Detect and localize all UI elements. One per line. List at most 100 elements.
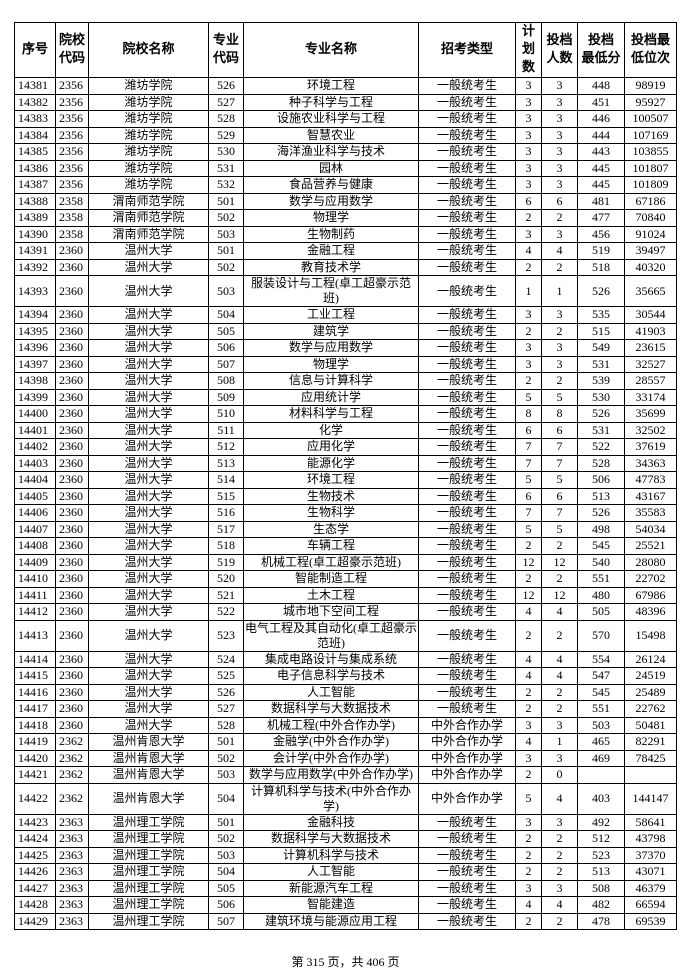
table-cell: 温州理工学院: [88, 896, 209, 914]
table-row: 14412 2360 温州大学 522 城市地下空间工程 一般统考生 4 4 505 48396: [14, 603, 677, 621]
table-cell: 3: [541, 93, 578, 111]
table-cell: 园林: [243, 159, 419, 177]
table-cell: 517: [208, 520, 244, 538]
table-cell: 环境工程: [243, 471, 419, 489]
table-cell: 2362: [55, 782, 89, 815]
table-cell: 23615: [624, 339, 677, 357]
table-cell: 532: [208, 176, 244, 194]
table-cell: 温州理工学院: [88, 846, 209, 864]
table-cell: 2360: [55, 322, 89, 340]
table-cell: 14422: [14, 782, 56, 815]
table-cell: 2: [515, 700, 542, 718]
table-cell: 2363: [55, 863, 89, 881]
table-cell: 一般统考生: [418, 454, 516, 472]
header-text: 投档最: [630, 33, 670, 48]
table-cell: 482: [577, 896, 625, 914]
table-cell: 3: [515, 225, 542, 243]
table-cell: 2356: [55, 77, 89, 95]
table-cell: 515: [577, 322, 625, 340]
table-cell: 0: [541, 766, 578, 784]
table-cell: 503: [208, 275, 244, 307]
table-cell: 14428: [14, 896, 56, 914]
table-cell: 潍坊学院: [88, 77, 209, 95]
table-cell: 温州大学: [88, 504, 209, 522]
table-cell: 14390: [14, 225, 56, 243]
header-cell: 院校 代码: [55, 22, 89, 78]
table-cell: 526: [577, 504, 625, 522]
table-cell: 12: [541, 553, 578, 571]
table-cell: 3: [515, 110, 542, 128]
table-cell: 2: [541, 863, 578, 881]
table-cell: 14408: [14, 537, 56, 555]
table-cell: 14404: [14, 471, 56, 489]
table-cell: 506: [577, 471, 625, 489]
table-cell: 14400: [14, 405, 56, 423]
table-cell: 温州理工学院: [88, 863, 209, 881]
table-cell: 531: [577, 355, 625, 373]
table-cell: 78425: [624, 749, 677, 767]
table-cell: 数据科学与大数据技术: [243, 830, 419, 848]
header-cell: 院校名称: [88, 22, 209, 78]
table-cell: 35665: [624, 275, 677, 307]
table-cell: 潍坊学院: [88, 93, 209, 111]
table-cell: 金融学(中外合作办学): [243, 733, 419, 751]
table-cell: 温州大学: [88, 258, 209, 276]
table-cell: 4: [541, 667, 578, 685]
table-cell: 12: [515, 553, 542, 571]
table-row: 14428 2363 温州理工学院 506 智能建造 一般统考生 4 4 482 66594: [14, 896, 677, 914]
table-cell: 3: [515, 176, 542, 194]
table-cell: 14411: [14, 586, 56, 604]
table-cell: 14396: [14, 339, 56, 357]
table-cell: 3: [515, 159, 542, 177]
table-cell: 14392: [14, 258, 56, 276]
table-cell: 材料科学与工程: [243, 405, 419, 423]
table-cell: 505: [577, 603, 625, 621]
table-row: 14384 2356 潍坊学院 529 智慧农业 一般统考生 3 3 444 107169: [14, 126, 677, 144]
table-cell: 14397: [14, 355, 56, 373]
table-row: 14382 2356 潍坊学院 527 种子科学与工程 一般统考生 3 3 451 95927: [14, 93, 677, 111]
table-cell: 6: [541, 487, 578, 505]
table-cell: 518: [208, 537, 244, 555]
table-cell: 43167: [624, 487, 677, 505]
table-cell: 14393: [14, 275, 56, 307]
table-cell: 570: [577, 619, 625, 652]
table-row: 14396 2360 温州大学 506 数学与应用数学 一般统考生 3 3 549 23615: [14, 339, 677, 357]
table-cell: 2360: [55, 570, 89, 588]
table-cell: 508: [577, 879, 625, 897]
table-cell: 511: [208, 421, 244, 439]
table-cell: 中外合作办学: [418, 716, 516, 734]
header-text: 低位次: [630, 51, 670, 66]
table-cell: 519: [208, 553, 244, 571]
table-cell: 3: [541, 879, 578, 897]
table-cell: 一般统考生: [418, 126, 516, 144]
table-cell: 47783: [624, 471, 677, 489]
table-cell: 456: [577, 225, 625, 243]
table-cell: 数据科学与大数据技术: [243, 700, 419, 718]
table-cell: 43798: [624, 830, 677, 848]
table-cell: 498: [577, 520, 625, 538]
table-cell: 2: [541, 322, 578, 340]
table-cell: 505: [208, 879, 244, 897]
table-cell: 540: [577, 553, 625, 571]
table-cell: 39497: [624, 242, 677, 260]
table-cell: 2360: [55, 650, 89, 668]
table-row: 14389 2358 渭南师范学院 502 物理学 一般统考生 2 2 477 70840: [14, 209, 677, 227]
table-cell: 58641: [624, 813, 677, 831]
table-cell: 525: [208, 667, 244, 685]
table-cell: 温州大学: [88, 650, 209, 668]
table-cell: 3: [541, 110, 578, 128]
table-row: 14425 2363 温州理工学院 503 计算机科学与技术 一般统考生 2 2 523 3737…: [14, 846, 677, 864]
table-cell: 潍坊学院: [88, 126, 209, 144]
table-cell: 生物科学: [243, 504, 419, 522]
table-cell: 温州大学: [88, 570, 209, 588]
table-cell: 智能建造: [243, 896, 419, 914]
table-cell: 2: [541, 700, 578, 718]
table-cell: 503: [577, 716, 625, 734]
table-cell: 2: [515, 209, 542, 227]
table-cell: 数学与应用数学: [243, 192, 419, 210]
table-row: 14386 2356 潍坊学院 531 园林 一般统考生 3 3 445 101807: [14, 159, 677, 177]
header-cell: 投档最 低位次: [624, 22, 677, 78]
table-cell: 28080: [624, 553, 677, 571]
table-row: 14415 2360 温州大学 525 电子信息科学与技术 一般统考生 4 4 547 24519: [14, 667, 677, 685]
table-row: 14393 2360 温州大学 503 服装设计与工程(卓工超豪示范班) 一般统考生 1 1 5…: [14, 275, 677, 307]
